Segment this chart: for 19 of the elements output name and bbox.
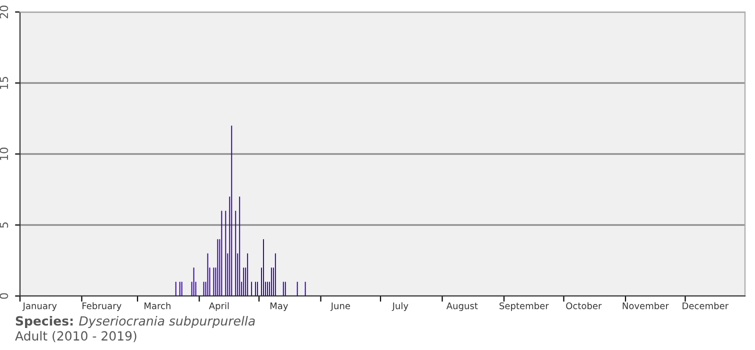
x-tick-label: March xyxy=(144,302,170,310)
x-tick-label: February xyxy=(82,302,122,311)
x-tick-label: May xyxy=(270,302,288,311)
text: Adult (2010 - 2019) xyxy=(15,330,136,342)
x-tick-label: August xyxy=(446,302,478,311)
x-tick-label: November xyxy=(622,302,669,310)
x-tick-label: October xyxy=(566,302,602,310)
y-tick-label: 5 xyxy=(0,222,8,228)
text: Species: Dyseriocrania subpurpurella xyxy=(16,316,255,328)
y-tick-label: 15 xyxy=(0,76,8,89)
y-tick-label: 10 xyxy=(0,148,8,160)
y-tick-label: 20 xyxy=(0,6,8,18)
x-tick-label: September xyxy=(500,302,549,311)
y-tick-label: 0 xyxy=(0,293,8,299)
x-tick-label: July xyxy=(392,302,408,311)
x-tick-label: January xyxy=(22,302,57,311)
x-tick-label: December xyxy=(682,302,729,310)
x-tick-label: June xyxy=(330,302,350,311)
x-tick-label: April xyxy=(208,302,229,311)
